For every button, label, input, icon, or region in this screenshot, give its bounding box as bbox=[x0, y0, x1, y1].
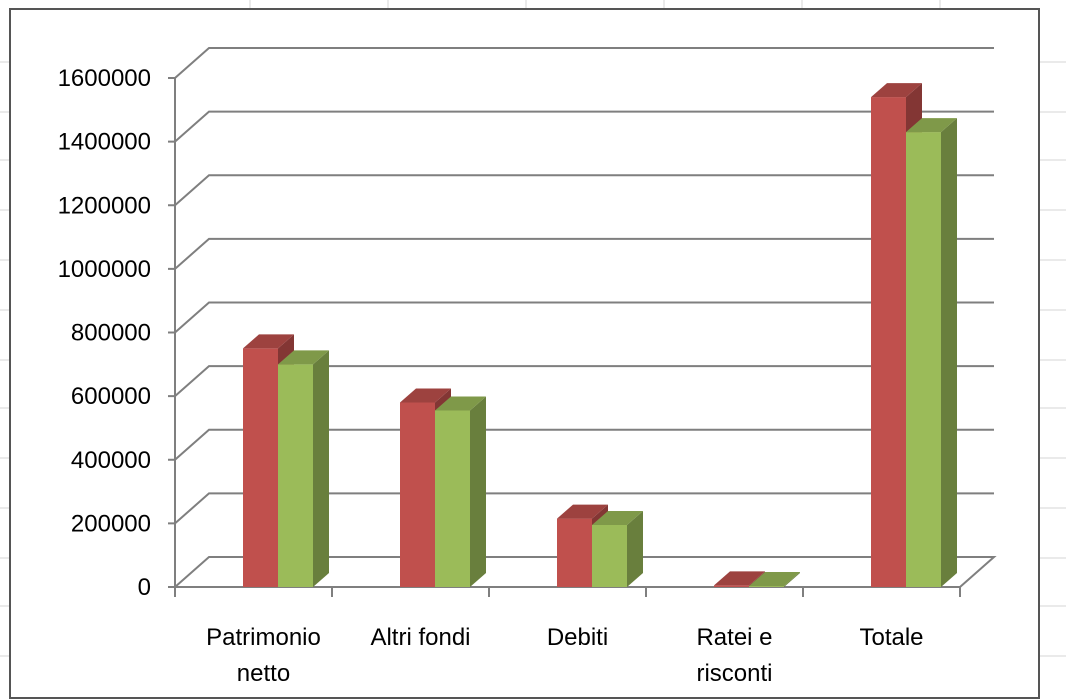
gridline bbox=[174, 110, 994, 143]
bar-front bbox=[557, 518, 592, 587]
x-tick-label: Patrimonio bbox=[206, 624, 321, 651]
bar-top bbox=[714, 571, 765, 586]
bar-side bbox=[313, 350, 329, 587]
gridline bbox=[174, 301, 994, 334]
x-tick-label: Ratei e bbox=[696, 624, 772, 651]
bar-front bbox=[278, 364, 313, 587]
bar-front bbox=[714, 585, 749, 587]
bar-top bbox=[871, 83, 922, 98]
x-tick-label: risconti bbox=[696, 660, 772, 687]
gridline bbox=[174, 47, 994, 79]
bar-front bbox=[906, 132, 941, 588]
bar bbox=[592, 510, 643, 587]
bar-front bbox=[592, 524, 627, 587]
chart-area[interactable] bbox=[9, 8, 1040, 699]
bar-side bbox=[627, 510, 643, 587]
bar-top bbox=[592, 510, 643, 525]
bar bbox=[749, 572, 800, 587]
bar bbox=[906, 118, 957, 588]
x-tick-label: Totale bbox=[859, 624, 923, 651]
x-tick-label: netto bbox=[237, 660, 290, 687]
y-tick-label: 200000 bbox=[71, 510, 151, 537]
y-tick-label: 0 bbox=[138, 574, 151, 601]
y-tick-label: 1400000 bbox=[58, 129, 151, 156]
bar bbox=[435, 396, 486, 587]
bar-front bbox=[871, 97, 906, 588]
bar-side bbox=[784, 572, 800, 587]
bar-top bbox=[906, 118, 957, 133]
bar-side bbox=[470, 396, 486, 587]
bar-top bbox=[435, 396, 486, 411]
y-tick-label: 1000000 bbox=[58, 256, 151, 283]
y-tick-label: 1200000 bbox=[58, 192, 151, 219]
gridline bbox=[174, 174, 994, 206]
bar-side bbox=[941, 118, 957, 588]
y-tick-label: 400000 bbox=[71, 447, 151, 474]
bar bbox=[278, 350, 329, 587]
bar-top bbox=[278, 350, 329, 365]
bar-top bbox=[243, 334, 294, 349]
x-tick-labels: Patrimonio netto Altri fondi Debiti Ratei e r… bbox=[206, 624, 923, 687]
bar-front bbox=[435, 410, 470, 587]
bar-front bbox=[243, 348, 278, 587]
gridline bbox=[174, 237, 994, 270]
x-tick-label: Altri fondi bbox=[370, 624, 470, 651]
gridline bbox=[174, 428, 994, 461]
gridline bbox=[174, 365, 994, 397]
gridlines bbox=[174, 47, 997, 588]
y-tick-label: 1600000 bbox=[58, 65, 151, 92]
x-tick-label: Debiti bbox=[547, 624, 608, 651]
y-tick-label: 800000 bbox=[71, 320, 151, 347]
y-tick-labels: 0 200000 400000 600000 800000 1000000 1200000 1… bbox=[58, 65, 151, 601]
gridline bbox=[174, 492, 994, 525]
bar-front bbox=[400, 402, 435, 587]
bar-top bbox=[749, 572, 800, 587]
bar-top bbox=[557, 504, 608, 519]
y-tick-label: 600000 bbox=[71, 383, 151, 410]
bar-top bbox=[400, 388, 451, 403]
bar-front bbox=[749, 586, 784, 587]
bars bbox=[243, 83, 957, 588]
